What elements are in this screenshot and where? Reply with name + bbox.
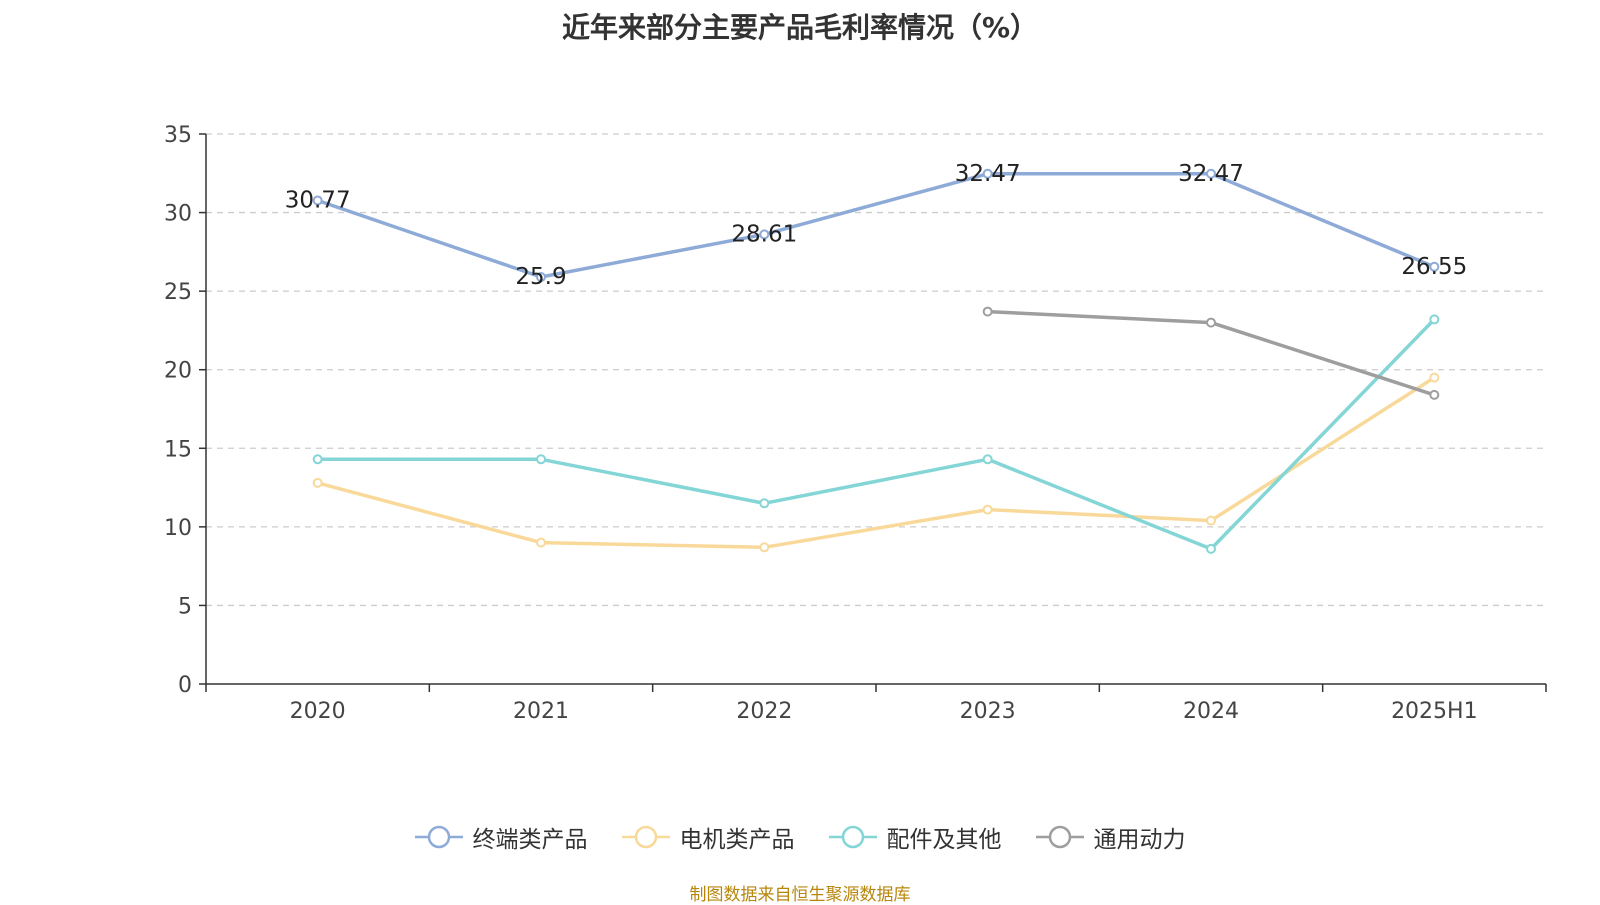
y-tick-label: 0	[178, 673, 192, 698]
data-point	[1429, 389, 1440, 400]
data-point	[982, 454, 993, 465]
legend-marker-icon	[828, 825, 877, 849]
y-tick-label: 30	[164, 202, 192, 227]
legend-item[interactable]: 电机类产品	[621, 820, 795, 854]
x-tick-label: 2021	[513, 699, 569, 724]
series-line-1	[315, 375, 1437, 550]
data-point	[1429, 372, 1440, 383]
data-point	[536, 454, 546, 465]
data-point	[312, 477, 323, 488]
data-label: 28.61	[731, 221, 797, 247]
data-label: 32.47	[955, 161, 1021, 187]
data-point	[1206, 168, 1216, 179]
data-label: 32.47	[1178, 161, 1244, 187]
data-point	[1206, 543, 1216, 554]
source-note: 制图数据来自恒生聚源数据库	[689, 885, 911, 905]
legend-item[interactable]: 配件及其他	[828, 820, 1002, 854]
data-point	[1206, 515, 1216, 526]
legend-label: 终端类产品	[472, 827, 588, 853]
data-point	[759, 229, 770, 240]
data-point	[982, 306, 993, 317]
chart-title: 近年来部分主要产品毛利率情况（%）	[561, 11, 1039, 44]
legend-marker-icon	[1035, 825, 1084, 849]
data-label: 25.9	[515, 264, 566, 290]
legend-item[interactable]: 终端类产品	[414, 820, 588, 854]
data-point	[1429, 261, 1440, 272]
data-label: 30.77	[285, 187, 351, 213]
y-tick-label: 10	[164, 516, 192, 541]
data-point	[312, 195, 323, 206]
data-point	[312, 454, 323, 465]
data-point	[1429, 314, 1440, 325]
data-label: 26.55	[1401, 254, 1467, 280]
legend-marker-icon	[621, 825, 670, 849]
legend-label: 通用动力	[1093, 827, 1186, 853]
series-line-2	[315, 317, 1437, 551]
line-chart: 0 5 10 15 20 25 30 35 2020 2021 2022 2023 2024 2025H1…	[164, 123, 1547, 724]
y-tick-label: 25	[164, 280, 192, 305]
legend: 终端类产品 电机类产品 配件及其他 通用动力	[0, 820, 1600, 854]
data-point	[759, 542, 770, 553]
y-tick-label: 20	[164, 359, 192, 384]
data-point	[1206, 317, 1216, 328]
data-point	[536, 537, 546, 548]
y-tick-label: 15	[164, 437, 192, 462]
data-point	[536, 272, 546, 282]
legend-label: 电机类产品	[679, 827, 795, 853]
x-tick-label: 2024	[1183, 699, 1239, 724]
series-line-0	[315, 172, 1437, 279]
y-tick-label: 35	[164, 123, 192, 148]
legend-item[interactable]: 通用动力	[1035, 820, 1186, 854]
x-tick-label: 2022	[736, 699, 792, 724]
data-point	[982, 168, 993, 179]
data-point	[759, 498, 770, 509]
legend-marker-icon	[414, 825, 463, 849]
x-tick-label: 2020	[290, 699, 346, 724]
data-point	[982, 504, 993, 515]
x-tick-label: 2025H1	[1391, 699, 1478, 724]
legend-label: 配件及其他	[886, 827, 1002, 853]
x-tick-label: 2023	[960, 699, 1016, 724]
y-tick-label: 5	[178, 594, 192, 619]
